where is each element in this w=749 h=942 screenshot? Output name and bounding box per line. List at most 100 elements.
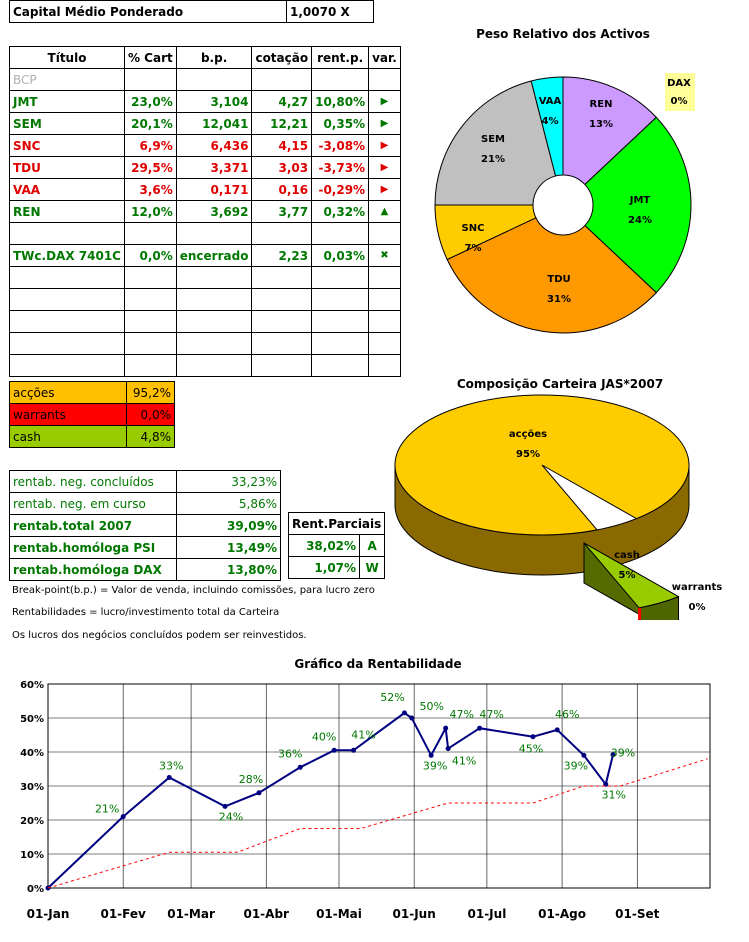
data-label: 31% <box>602 788 626 801</box>
cell-titulo <box>9 222 125 245</box>
y-tick-label: 0% <box>27 884 44 895</box>
x-tick-label: 01-Mar <box>167 907 215 921</box>
cell-cotacao: 0,16 <box>251 178 313 201</box>
data-label: 45% <box>519 743 543 756</box>
data-point <box>166 775 172 780</box>
cell-titulo <box>9 266 125 289</box>
capital-table: Capital Médio Ponderado 1,0070 X <box>9 0 374 23</box>
donut-value-label: 24% <box>628 215 652 226</box>
donut-slice-ren <box>562 76 658 186</box>
cell-cart <box>123 310 177 333</box>
table-row: rentab. neg. concluídos 33,23% <box>9 470 281 493</box>
rentab-value: 13,80% <box>176 558 281 581</box>
data-label: 41% <box>452 755 476 768</box>
rentab-label: rentab.homóloga DAX <box>9 558 177 581</box>
line-chart-title: Gráfico da Rentabilidade <box>294 657 461 671</box>
table-row <box>9 266 401 289</box>
cell-var <box>368 354 401 377</box>
data-label: 39% <box>611 747 635 760</box>
cell-cart <box>123 288 177 311</box>
donut-label: SEM <box>481 134 505 145</box>
composition-value: 95,2% <box>126 381 175 404</box>
data-label: 39% <box>564 759 588 772</box>
table-row: rentab. neg. em curso 5,86% <box>9 492 281 515</box>
data-label: 46% <box>555 708 579 721</box>
table-row <box>9 288 401 311</box>
cell-var: ▶ <box>368 134 401 157</box>
cell-cart <box>123 266 177 289</box>
table-row <box>9 310 401 333</box>
cell-titulo: TDU <box>9 156 125 179</box>
composition-pie-title: Composição Carteira JAS*2007 <box>457 377 663 391</box>
data-point <box>530 734 536 740</box>
cell-cart: 29,5% <box>123 156 177 179</box>
data-point <box>297 764 303 770</box>
data-label: 47% <box>449 708 473 721</box>
cell-cart <box>123 354 177 377</box>
data-point <box>581 752 587 758</box>
composition-label: cash <box>9 425 127 448</box>
cell-bp <box>175 288 253 311</box>
table-row: rentab.homóloga DAX 13,80% <box>9 558 281 581</box>
parciais-code: A <box>359 534 386 557</box>
composition-value: 0,0% <box>126 403 175 426</box>
cell-cotacao: 2,23 <box>251 244 313 267</box>
x-tick-label: 01-Jun <box>393 907 436 921</box>
col-var: var. <box>368 46 401 69</box>
cell-rentp <box>311 354 370 377</box>
donut-label: SNC <box>462 223 485 234</box>
cell-cotacao: 4,15 <box>251 134 313 157</box>
col-titulo: Título <box>9 46 125 69</box>
cell-bp <box>175 332 253 355</box>
parciais-value: 1,07% <box>287 556 361 579</box>
cell-cotacao <box>251 266 313 289</box>
table-row: BCP <box>9 68 401 91</box>
x-tick-label: 01-Jul <box>468 907 507 921</box>
donut-slice-vaa <box>530 76 564 177</box>
data-point <box>351 747 357 753</box>
data-point <box>409 715 415 721</box>
pie3d-slice-warrants <box>638 607 642 620</box>
cell-cotacao <box>251 332 313 355</box>
data-label: 47% <box>479 708 503 721</box>
pie3d-slice-cash <box>583 542 680 609</box>
cell-rentp <box>311 222 370 245</box>
donut-value-label: 0% <box>671 96 688 107</box>
parciais-header: Rent.Parciais <box>287 512 386 535</box>
donut-slice-jmt <box>584 116 692 294</box>
cell-bp: 3,371 <box>175 156 253 179</box>
cell-bp: 6,436 <box>175 134 253 157</box>
cell-cart: 12,0% <box>123 200 177 223</box>
data-point <box>331 747 337 753</box>
donut-chart: Peso Relativo dos Activos REN 13% JMT 24% TD… <box>434 27 695 334</box>
cell-cotacao: 12,21 <box>251 112 313 135</box>
parciais-value: 38,02% <box>287 534 361 557</box>
data-point <box>443 725 449 731</box>
cell-titulo: BCP <box>9 68 125 91</box>
cell-rentp <box>311 266 370 289</box>
pie3d-value-label: 5% <box>619 570 636 581</box>
data-point <box>120 814 126 820</box>
table-row: SNC 6,9% 6,436 4,15 -3,08% ▶ <box>9 134 401 157</box>
cell-titulo: REN <box>9 200 125 223</box>
table-row: VAA 3,6% 0,171 0,16 -0,29% ▶ <box>9 178 401 201</box>
donut-slice-sem <box>434 80 557 206</box>
cell-cotacao: 4,27 <box>251 90 313 113</box>
cell-cart: 23,0% <box>123 90 177 113</box>
cell-rentp: 0,35% <box>311 112 370 135</box>
donut-chart-title: Peso Relativo dos Activos <box>476 27 650 41</box>
data-label: 52% <box>380 691 404 704</box>
col-rentp: rent.p. <box>311 46 370 69</box>
cell-titulo: VAA <box>9 178 125 201</box>
cell-cart <box>123 332 177 355</box>
cell-bp <box>175 310 253 333</box>
rentab-table: rentab. neg. concluídos 33,23% rentab. neg… <box>9 470 281 581</box>
donut-label: VAA <box>539 96 562 107</box>
capital-label: Capital Médio Ponderado <box>9 0 287 23</box>
data-point <box>222 803 228 809</box>
x-tick-label: 01-Set <box>615 907 659 921</box>
cell-rentp <box>311 310 370 333</box>
table-row: JMT 23,0% 3,104 4,27 10,80% ▶ <box>9 90 401 113</box>
data-label: 50% <box>420 700 444 713</box>
cell-cotacao <box>251 310 313 333</box>
